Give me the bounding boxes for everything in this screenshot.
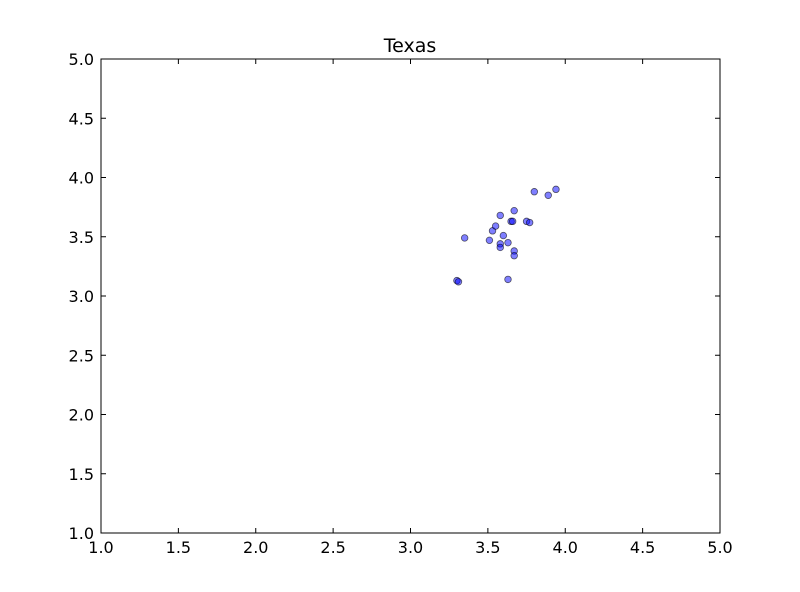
- x-tick-label: 5.0: [707, 538, 732, 557]
- x-tick-label: 1.5: [166, 538, 191, 557]
- x-tick-label: 1.0: [88, 538, 113, 557]
- data-point: [504, 238, 512, 247]
- data-point: [510, 252, 518, 260]
- x-axis: 1.0 1.5 2.0 2.5 3.0 3.5 4.0 4.5 5.0: [88, 59, 733, 557]
- data-point: [510, 206, 518, 215]
- x-tick-label: 4.5: [630, 538, 655, 557]
- data-point: [496, 243, 504, 252]
- plot-area: [101, 59, 720, 533]
- y-tick-label: 2.0: [69, 406, 94, 425]
- y-tick-label: 4.5: [69, 109, 94, 128]
- data-point: [485, 236, 494, 245]
- y-tick-label: 3.0: [69, 287, 94, 306]
- y-tick-label: 3.5: [69, 228, 94, 247]
- x-tick-label: 3.5: [475, 538, 500, 557]
- data-point: [460, 234, 469, 242]
- data-point: [491, 222, 500, 230]
- y-axis: 1.0 1.5 2.0 2.5 3.0 3.5 4.0 4.5 5.0: [69, 50, 720, 543]
- x-tick-label: 2.5: [320, 538, 345, 557]
- plot-frame: [100, 58, 721, 534]
- y-tick-label: 1.0: [69, 524, 94, 543]
- y-tick-label: 4.0: [69, 169, 94, 188]
- data-point: [525, 218, 534, 227]
- y-tick-label: 1.5: [69, 465, 94, 484]
- data-point: [454, 278, 463, 286]
- chart-title: Texas: [383, 35, 437, 57]
- data-point: [504, 275, 512, 284]
- data-point: [552, 185, 560, 194]
- data-point: [530, 188, 538, 196]
- y-tick-label: 5.0: [69, 50, 94, 69]
- x-tick-label: 4.0: [553, 538, 578, 557]
- x-tick-label: 2.0: [243, 538, 268, 557]
- data-points: [453, 185, 560, 286]
- data-point: [499, 231, 508, 240]
- data-point: [496, 211, 504, 220]
- y-tick-label: 2.5: [69, 346, 94, 365]
- x-tick-label: 3.0: [398, 538, 423, 557]
- data-point: [508, 217, 517, 226]
- data-point: [544, 191, 552, 199]
